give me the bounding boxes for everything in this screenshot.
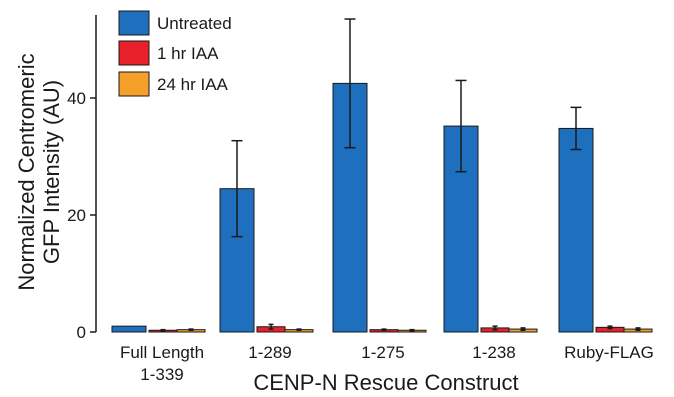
bar-untreated: [443, 125, 479, 333]
x-tick-label: 1-289: [248, 343, 291, 362]
y-tick-label: 20: [67, 206, 86, 225]
legend-label: 1 hr IAA: [157, 44, 219, 63]
legend: Untreated 1 hr IAA 24 hr IAA: [118, 10, 232, 97]
y-tick-label: 0: [77, 323, 86, 342]
bars-layer: [111, 82, 653, 333]
y-axis-title: Normalized CentromericGFP Intensity (AU): [14, 53, 64, 290]
y-ticks-layer: 0 20 40: [67, 89, 96, 342]
error-bars-layer: [160, 18, 641, 332]
x-axis-title: CENP-N Rescue Construct: [253, 370, 518, 395]
bar-untreated: [558, 127, 594, 333]
legend-swatch: [118, 10, 150, 36]
x-tick-label: 1-238: [472, 343, 515, 362]
x-tick-label: Ruby-FLAG: [564, 343, 654, 362]
x-tick-label: 1-275: [361, 343, 404, 362]
legend-label: 24 hr IAA: [157, 75, 229, 94]
x-tick-label: Full Length 1-339: [120, 343, 204, 384]
legend-swatch: [118, 71, 150, 97]
legend-swatch: [118, 40, 150, 66]
bar-untreated: [111, 325, 147, 333]
legend-label: Untreated: [157, 14, 232, 33]
x-ticks-layer: Full Length 1-339 1-289 1-275 1-238 Ruby-FLAG: [120, 343, 654, 384]
y-tick-label: 40: [67, 89, 86, 108]
